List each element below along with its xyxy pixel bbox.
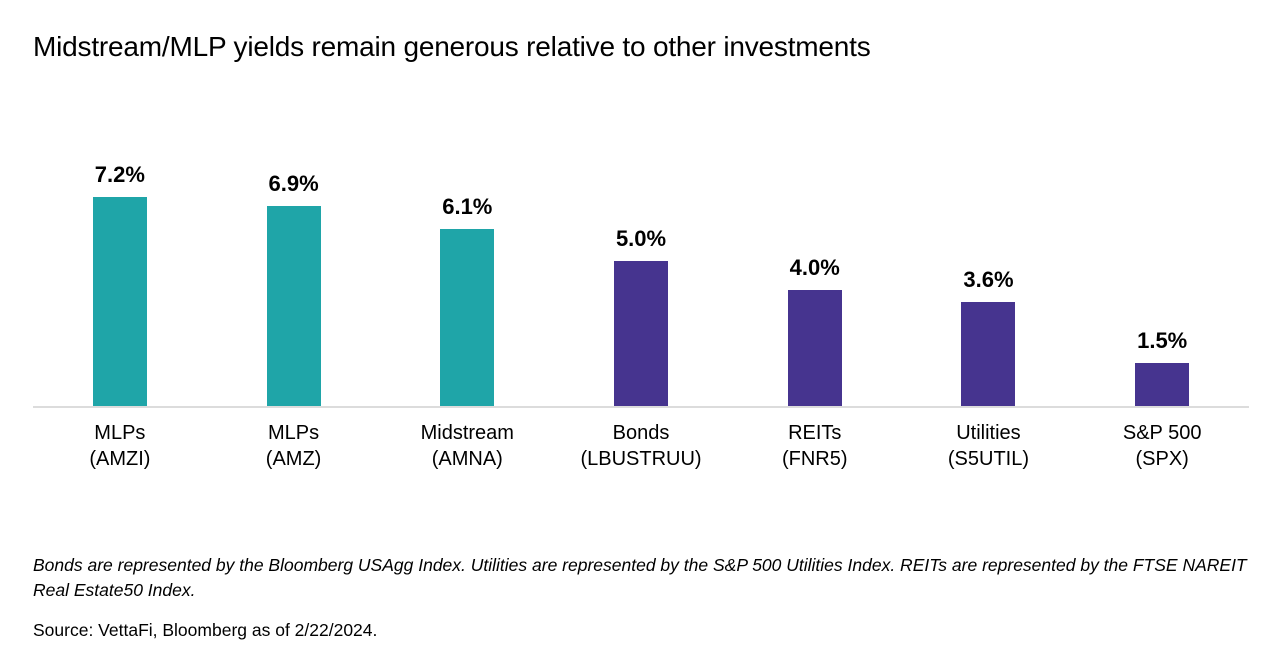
x-axis-labels: MLPs (AMZI) MLPs (AMZ) Midstream (AMNA) Bonds (… [33,420,1249,472]
bar-column: 6.1% [380,146,554,406]
x-axis-label-name: MLPs [94,422,146,444]
x-axis-label-name: MLPs [268,422,320,444]
x-axis-label-ticker: (AMNA) [431,448,503,470]
source-text: Source: VettaFi, Bloomberg as of 2/22/20… [33,619,378,640]
x-axis-label: Bonds (LBUSTRUU) [554,420,728,472]
bar-column: 6.9% [207,146,381,406]
x-axis-label: MLPs (AMZI) [33,420,207,472]
bar-rect [787,290,842,406]
bar-value-label: 5.0% [615,226,667,251]
x-axis-label-ticker: (FNR5) [781,448,848,470]
x-axis-label-ticker: (AMZ) [265,448,322,470]
bar-rect [961,301,1016,406]
x-axis-label-name: Utilities [956,422,1021,444]
bar-value-label: 1.5% [1137,327,1188,353]
x-axis-label-ticker: (S5UTIL) [947,448,1030,470]
x-axis-label-ticker: (LBUSTRUU) [580,448,702,470]
footnote-text: Bonds are represented by the Bloomberg U… [33,554,1247,600]
x-axis-label-name: S&P 500 [1122,422,1202,444]
x-axis-label-ticker: (SPX) [1135,448,1189,470]
bar-rect [92,197,147,406]
x-axis-label: Utilities (S5UTIL) [902,420,1076,472]
bar-value-label: 7.2% [94,162,145,188]
x-axis-label: MLPs (AMZ) [207,420,381,472]
bar-rect [266,205,321,406]
x-axis-label: S&P 500 (SPX) [1075,420,1249,472]
bar-rect [1135,362,1190,406]
bar-column: 4.0% [728,146,902,406]
bar-value-label: 6.1% [442,194,493,220]
x-axis-label-name: REITs [788,422,842,444]
bar-column: 1.5% [1075,146,1249,406]
x-axis-label: Midstream (AMNA) [380,420,554,472]
bar-rect [614,261,669,406]
bar-value-label: 3.6% [963,266,1014,292]
bar-rect [440,229,495,406]
bar-value-label: 6.9% [268,170,319,196]
bar-column: 5.0% [554,146,728,406]
x-axis-label-ticker: (AMZI) [89,448,151,470]
x-axis-label-name: Midstream [420,422,514,444]
bar-column: 7.2% [33,146,207,406]
x-axis-label: REITs (FNR5) [728,420,902,472]
bar-value-label: 4.0% [789,255,840,280]
chart-title: Midstream/MLP yields remain generous rel… [33,30,871,62]
bar-chart-plot-area: 7.2% 6.9% 6.1% 5.0% 4.0% 3.6% 1.5% [33,146,1249,408]
bar-column: 3.6% [902,146,1076,406]
x-axis-label-name: Bonds [612,422,670,444]
